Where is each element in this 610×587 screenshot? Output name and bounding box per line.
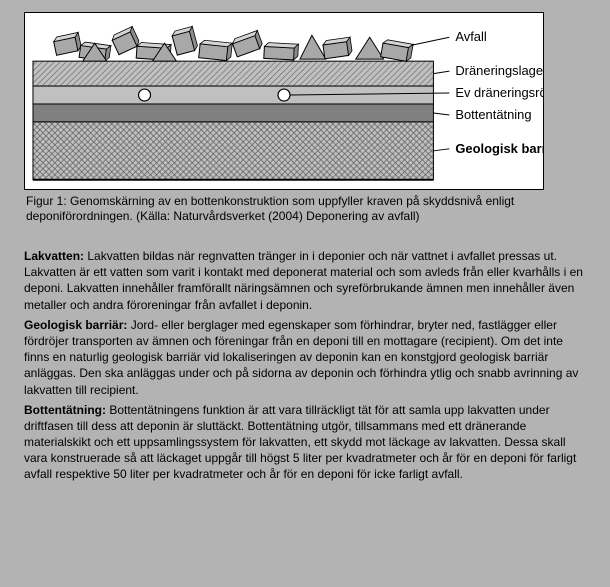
svg-text:Geologisk barriär: Geologisk barriär bbox=[455, 141, 543, 156]
term-geo: Geologisk barriär: bbox=[24, 318, 127, 332]
def-botten: Bottentätning: Bottentätningens funktion… bbox=[24, 402, 586, 483]
svg-text:Ev dräneringsrör: Ev dräneringsrör bbox=[455, 85, 543, 100]
page: Avfall Dräneringslager Ev dräneringsrör Bot… bbox=[0, 0, 610, 587]
caption-line-1: Figur 1: Genomskärning av en bottenkonst… bbox=[26, 194, 514, 208]
def-lakvatten: Lakvatten: Lakvatten bildas när regnvatt… bbox=[24, 248, 586, 313]
text-lakvatten: Lakvatten bildas när regnvatten tränger … bbox=[24, 249, 583, 312]
svg-text:Bottentätning: Bottentätning bbox=[455, 107, 531, 122]
figure-caption: Figur 1: Genomskärning av en bottenkonst… bbox=[26, 194, 546, 224]
svg-text:Dräneringslager: Dräneringslager bbox=[455, 63, 543, 78]
definitions: Lakvatten: Lakvatten bildas när regnvatt… bbox=[24, 248, 586, 483]
def-geo: Geologisk barriär: Jord- eller berglager… bbox=[24, 317, 586, 398]
figure-container: Avfall Dräneringslager Ev dräneringsrör Bot… bbox=[24, 12, 544, 190]
svg-text:Avfall: Avfall bbox=[455, 29, 487, 44]
caption-line-2: deponiförordningen. (Källa: Naturvårdsve… bbox=[26, 209, 420, 223]
term-botten: Bottentätning: bbox=[24, 403, 106, 417]
text-botten: Bottentätningens funktion är att vara ti… bbox=[24, 403, 576, 482]
cross-section-diagram: Avfall Dräneringslager Ev dräneringsrör Bot… bbox=[25, 13, 543, 189]
term-lakvatten: Lakvatten: bbox=[24, 249, 84, 263]
